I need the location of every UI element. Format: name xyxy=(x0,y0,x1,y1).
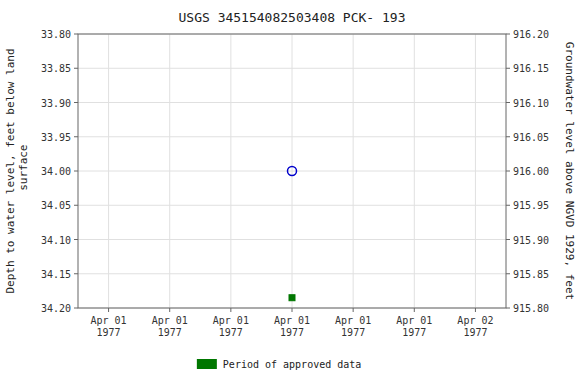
point xyxy=(289,295,295,301)
grid-line xyxy=(414,34,415,308)
text-line: 1977 xyxy=(341,327,365,338)
text-line: 1977 xyxy=(219,327,243,338)
tick xyxy=(475,308,476,312)
tick-label: 915.90 xyxy=(513,235,549,246)
tick-label: 33.90 xyxy=(41,98,71,109)
tick xyxy=(506,273,510,274)
tick xyxy=(74,239,78,240)
tick-label: 915.80 xyxy=(513,303,549,314)
legend-label: Period of approved data xyxy=(223,359,361,370)
series xyxy=(288,167,297,176)
tick-label: 33.85 xyxy=(41,63,71,74)
tick-label: Apr 011977 xyxy=(152,315,188,338)
tick xyxy=(506,102,510,103)
tick xyxy=(506,34,510,35)
text-line: Apr 01 xyxy=(152,315,188,326)
tick-label: 915.85 xyxy=(513,269,549,280)
point xyxy=(288,167,297,176)
grid-line xyxy=(169,34,170,308)
grid-line xyxy=(292,34,293,308)
legend-swatch xyxy=(197,359,217,369)
y-label-group: Depth to water level, feet below land su… xyxy=(4,48,30,293)
tick-label: 34.00 xyxy=(41,166,71,177)
tick xyxy=(74,205,78,206)
y2-label-group: Groundwater level above NGVD 1929, feet xyxy=(563,42,576,300)
text-line: 1977 xyxy=(158,327,182,338)
tick-label: Apr 011977 xyxy=(396,315,432,338)
text-line: surface xyxy=(17,145,30,198)
tick xyxy=(353,308,354,312)
tick xyxy=(292,308,293,312)
text-line: 1977 xyxy=(280,327,304,338)
tick xyxy=(74,171,78,172)
text-line: Apr 01 xyxy=(396,315,432,326)
y2-axis: 916.20 916.15 916.10 916.05 916.00 915.95 915.… xyxy=(506,29,549,314)
series xyxy=(289,295,295,301)
tick xyxy=(74,273,78,274)
tick-label: Apr 011977 xyxy=(91,315,127,338)
tick-label: 916.15 xyxy=(513,63,549,74)
grid-line xyxy=(230,34,231,308)
tick-label: 915.95 xyxy=(513,200,549,211)
tick-label: Apr 011977 xyxy=(335,315,371,338)
y-axis: 33.80 33.85 33.90 33.95 34.00 34.05 34.10 34.15… xyxy=(41,29,78,314)
tick xyxy=(506,136,510,137)
tick xyxy=(74,308,78,309)
tick xyxy=(506,171,510,172)
tick-label: 916.05 xyxy=(513,132,549,143)
tick-label: 34.15 xyxy=(41,269,71,280)
legend: Period of approved data xyxy=(197,359,361,370)
tick-label: 916.10 xyxy=(513,98,549,109)
tick xyxy=(74,68,78,69)
title: USGS 345154082503408 PCK- 193 xyxy=(179,10,406,25)
tick-label: Apr 011977 xyxy=(213,315,249,338)
tick xyxy=(108,308,109,312)
tick xyxy=(74,136,78,137)
tick-label: Apr 011977 xyxy=(274,315,310,338)
tick-label: Apr 021977 xyxy=(457,315,493,338)
tick-label: 34.05 xyxy=(41,200,71,211)
data xyxy=(288,167,297,301)
grid-line xyxy=(108,34,109,308)
text-line: Apr 01 xyxy=(91,315,127,326)
tick-label: 33.95 xyxy=(41,132,71,143)
background xyxy=(0,0,576,384)
tick xyxy=(74,102,78,103)
text-line: Apr 02 xyxy=(457,315,493,326)
tick xyxy=(506,239,510,240)
tick xyxy=(506,68,510,69)
tick xyxy=(74,34,78,35)
text-line: 1977 xyxy=(402,327,426,338)
text-line: Apr 01 xyxy=(335,315,371,326)
text-line: Groundwater level above NGVD 1929, feet xyxy=(563,42,576,300)
grid-line xyxy=(353,34,354,308)
y-axis-label: Depth to water level, feet below land su… xyxy=(4,48,30,293)
y2-axis-label: Groundwater level above NGVD 1929, feet xyxy=(563,42,576,300)
grid-line xyxy=(475,34,476,308)
tick-label: 34.20 xyxy=(41,303,71,314)
grid xyxy=(78,34,506,308)
text-line: 1977 xyxy=(97,327,121,338)
text-line: 1977 xyxy=(463,327,487,338)
tick xyxy=(230,308,231,312)
text-line: Apr 01 xyxy=(274,315,310,326)
tick-label: 33.80 xyxy=(41,29,71,40)
tick xyxy=(506,308,510,309)
tick xyxy=(506,205,510,206)
tick-label: 916.20 xyxy=(513,29,549,40)
text-line: Depth to water level, feet below land xyxy=(4,48,17,293)
x-axis: Apr 011977Apr 011977Apr 011977Apr 011977… xyxy=(91,308,494,338)
text-line: Apr 01 xyxy=(213,315,249,326)
plot-frame xyxy=(78,34,506,308)
tick xyxy=(169,308,170,312)
tick-label: 34.10 xyxy=(41,235,71,246)
tick-label: 916.00 xyxy=(513,166,549,177)
chart: USGS 345154082503408 PCK- 19333.8033.853… xyxy=(0,0,576,384)
tick xyxy=(414,308,415,312)
